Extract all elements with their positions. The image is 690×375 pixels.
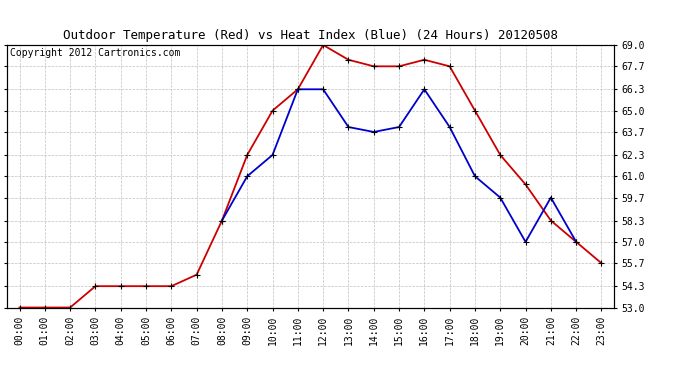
- Text: Copyright 2012 Cartronics.com: Copyright 2012 Cartronics.com: [10, 48, 180, 58]
- Title: Outdoor Temperature (Red) vs Heat Index (Blue) (24 Hours) 20120508: Outdoor Temperature (Red) vs Heat Index …: [63, 30, 558, 42]
